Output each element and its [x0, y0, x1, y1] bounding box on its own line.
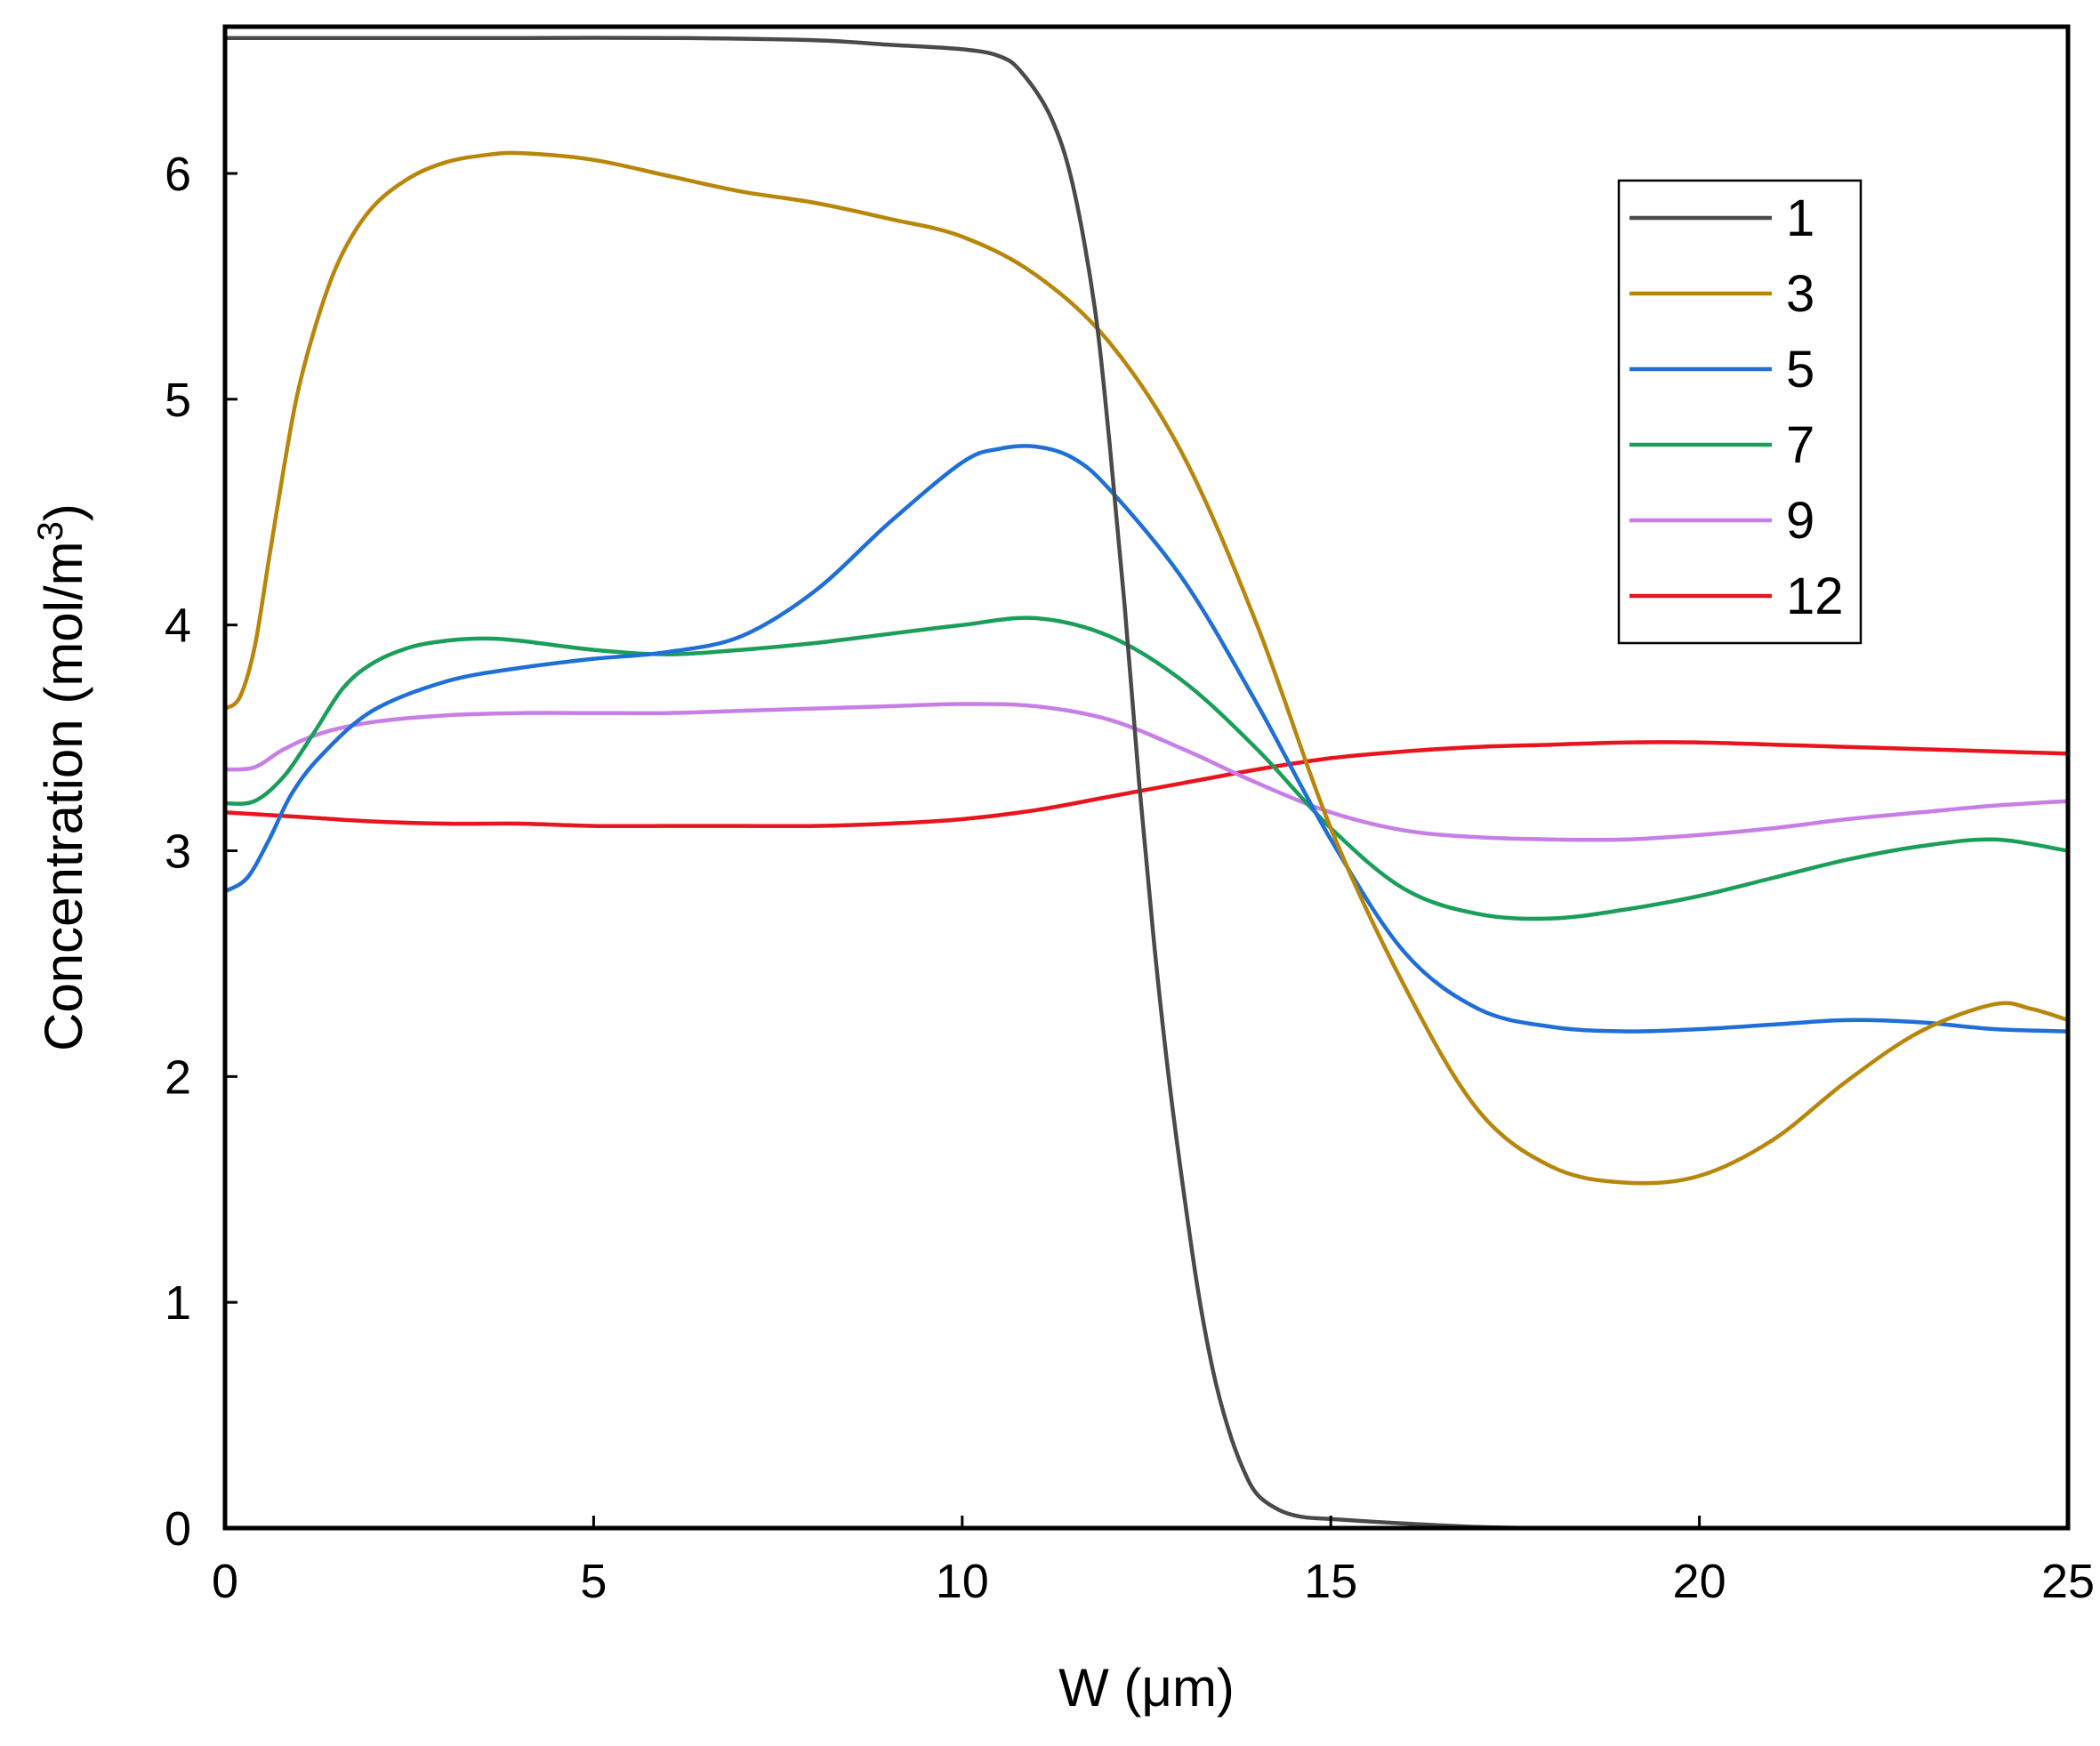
x-tick-label: 0 [212, 1555, 238, 1608]
plot-frame [222, 24, 2071, 1531]
series-line-3 [222, 150, 2071, 1186]
x-tick-label: 25 [2041, 1555, 2095, 1608]
x-tick-label: 5 [580, 1555, 607, 1608]
x-axis-title: W (μm) [1058, 1658, 1235, 1718]
y-tick-label: 2 [165, 1050, 191, 1104]
series-line-5 [222, 444, 2071, 1034]
series-line-1 [222, 36, 2071, 1531]
y-tick-label: 3 [165, 825, 191, 878]
x-tick-label: 20 [1673, 1555, 1726, 1608]
legend-label-7: 7 [1786, 416, 1814, 474]
y-axis-title: Concentration (mol/m3) [31, 503, 93, 1051]
y-tick-label: 1 [165, 1276, 191, 1330]
y-tick-label: 4 [165, 599, 191, 653]
legend: 1 3 5 7 9 12 [1617, 179, 1863, 645]
legend-box [1617, 179, 1863, 645]
x-tick-label: 10 [936, 1555, 989, 1608]
legend-label-1: 1 [1786, 189, 1814, 247]
y-tick-label: 5 [165, 374, 191, 427]
legend-label-5: 5 [1786, 341, 1814, 398]
y-axis-title-superscript: 3 [31, 521, 70, 541]
legend-label-9: 9 [1786, 492, 1814, 550]
series-line-9 [222, 702, 2071, 842]
x-tick-label: 15 [1304, 1555, 1357, 1608]
y-axis-title-main: Concentration (mol/m [34, 541, 93, 1051]
series-line-7 [222, 616, 2071, 921]
legend-label-12: 12 [1786, 567, 1844, 625]
series-layer [222, 36, 2071, 1531]
y-axis-title-close: ) [34, 503, 93, 521]
y-tick-label: 0 [165, 1502, 191, 1556]
legend-label-3: 3 [1786, 265, 1814, 323]
series-line-12 [222, 740, 2071, 829]
y-tick-label: 6 [165, 148, 191, 201]
